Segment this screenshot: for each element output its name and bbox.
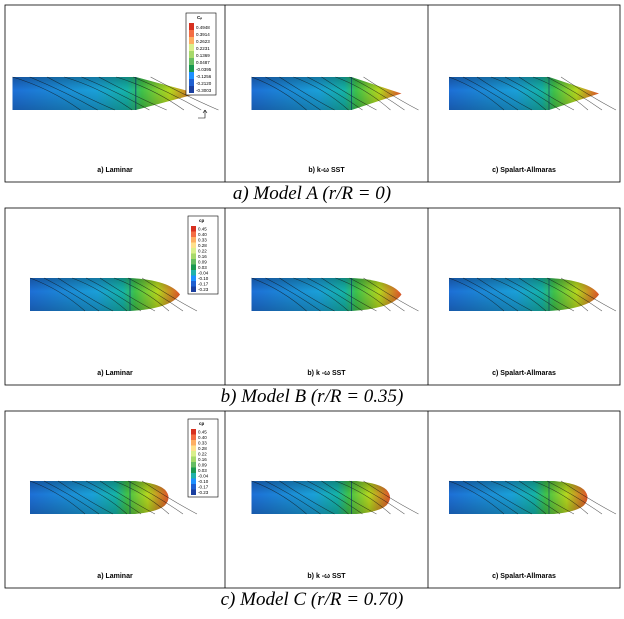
legend-swatch bbox=[191, 232, 196, 238]
body-shade bbox=[449, 481, 588, 514]
legend-label: 0.28 bbox=[198, 446, 207, 451]
legend-label: -0.3003 bbox=[196, 88, 212, 93]
legend-swatch bbox=[189, 72, 194, 79]
legend-label: -0.23 bbox=[198, 287, 209, 292]
legend-title: cp bbox=[199, 421, 205, 426]
legend-label: -0.04 bbox=[198, 473, 209, 478]
cell-label: a) Laminar bbox=[97, 573, 133, 580]
axis-triad bbox=[198, 110, 207, 118]
cell-label: b) k -ω SST bbox=[307, 370, 346, 377]
body-surface bbox=[30, 481, 197, 514]
legend-label: -0.23 bbox=[198, 490, 209, 495]
legend-swatch bbox=[189, 23, 194, 30]
legend-swatch bbox=[191, 490, 196, 496]
legend-label: -0.17 bbox=[198, 484, 209, 489]
legend-swatch bbox=[191, 248, 196, 254]
legend-label: 0.2231 bbox=[196, 46, 210, 51]
legend-swatch bbox=[191, 254, 196, 260]
legend-swatch bbox=[189, 65, 194, 72]
legend-label: -0.04 bbox=[198, 270, 209, 275]
legend-label: 0.03 bbox=[198, 468, 207, 473]
body-surface bbox=[449, 278, 616, 311]
body-shade bbox=[30, 481, 169, 514]
legend-swatch bbox=[189, 51, 194, 58]
legend-label: 0.09 bbox=[198, 259, 207, 264]
body-surface bbox=[252, 77, 419, 110]
panel-caption: c) Model C (r/R = 0.70) bbox=[221, 589, 404, 610]
legend-swatch bbox=[191, 440, 196, 446]
legend-label: -0.17 bbox=[198, 281, 209, 286]
legend-title: cp bbox=[199, 218, 205, 223]
legend-label: 0.3914 bbox=[196, 32, 210, 37]
legend-swatch bbox=[191, 259, 196, 265]
legend-label: 0.33 bbox=[198, 440, 207, 445]
legend-swatch bbox=[189, 30, 194, 37]
legend-swatch bbox=[191, 435, 196, 441]
legend-label: -0.2120 bbox=[196, 81, 212, 86]
cell-label: c) Spalart-Allmaras bbox=[492, 573, 556, 580]
legend-swatch bbox=[191, 479, 196, 485]
legend-swatch bbox=[189, 58, 194, 65]
legend-label: -0.0395 bbox=[196, 67, 212, 72]
legend-label: 0.16 bbox=[198, 457, 207, 462]
legend-label: 0.28 bbox=[198, 243, 207, 248]
legend-label: -0.10 bbox=[198, 276, 209, 281]
legend-swatch bbox=[189, 44, 194, 51]
body-surface bbox=[30, 278, 197, 311]
legend-swatch bbox=[189, 79, 194, 86]
legend-label: 0.40 bbox=[198, 232, 207, 237]
body-surface bbox=[449, 77, 616, 110]
legend-label: 0.4948 bbox=[196, 25, 210, 30]
legend-label: -0.10 bbox=[198, 479, 209, 484]
legend-swatch bbox=[191, 270, 196, 276]
legend-label: 0.1369 bbox=[196, 53, 210, 58]
legend-swatch bbox=[191, 468, 196, 474]
legend-label: 0.45 bbox=[198, 429, 207, 434]
panel-caption: a) Model A (r/R = 0) bbox=[233, 183, 391, 204]
legend-swatch bbox=[191, 473, 196, 479]
legend-swatch bbox=[191, 457, 196, 463]
cell-label: c) Spalart-Allmaras bbox=[492, 167, 556, 174]
legend-swatch bbox=[191, 237, 196, 243]
legend-label: 0.16 bbox=[198, 254, 207, 259]
legend-swatch bbox=[191, 226, 196, 232]
legend-label: 0.33 bbox=[198, 237, 207, 242]
legend-label: 0.0487 bbox=[196, 60, 210, 65]
legend-swatch bbox=[189, 86, 194, 93]
legend-swatch bbox=[189, 37, 194, 44]
legend-swatch bbox=[191, 276, 196, 282]
legend-swatch bbox=[191, 446, 196, 452]
legend-swatch bbox=[191, 451, 196, 457]
legend-label: 0.22 bbox=[198, 451, 207, 456]
panel-caption: b) Model B (r/R = 0.35) bbox=[221, 386, 404, 407]
legend-label: 0.45 bbox=[198, 226, 207, 231]
legend-swatch bbox=[191, 287, 196, 293]
legend-swatch bbox=[191, 243, 196, 249]
body-surface bbox=[252, 278, 419, 311]
legend-swatch bbox=[191, 462, 196, 468]
legend-swatch bbox=[191, 281, 196, 287]
legend-label: 0.2623 bbox=[196, 39, 210, 44]
cell-label: a) Laminar bbox=[97, 370, 133, 377]
legend-label: -0.1256 bbox=[196, 74, 212, 79]
legend-swatch bbox=[191, 265, 196, 271]
figure: a) Laminarb) k-ω SSTc) Spalart-AllmarasC… bbox=[0, 0, 624, 619]
cell-label: a) Laminar bbox=[97, 167, 133, 174]
legend-label: 0.03 bbox=[198, 265, 207, 270]
body-surface bbox=[449, 481, 616, 514]
cell-label: b) k-ω SST bbox=[308, 167, 345, 174]
body-surface bbox=[252, 481, 419, 514]
legend-label: 0.22 bbox=[198, 248, 207, 253]
legend-swatch bbox=[191, 484, 196, 490]
legend-label: 0.09 bbox=[198, 462, 207, 467]
cell-label: c) Spalart-Allmaras bbox=[492, 370, 556, 377]
cell-label: b) k -ω SST bbox=[307, 573, 346, 580]
body-shade bbox=[252, 481, 391, 514]
legend-label: 0.40 bbox=[198, 435, 207, 440]
legend-swatch bbox=[191, 429, 196, 435]
